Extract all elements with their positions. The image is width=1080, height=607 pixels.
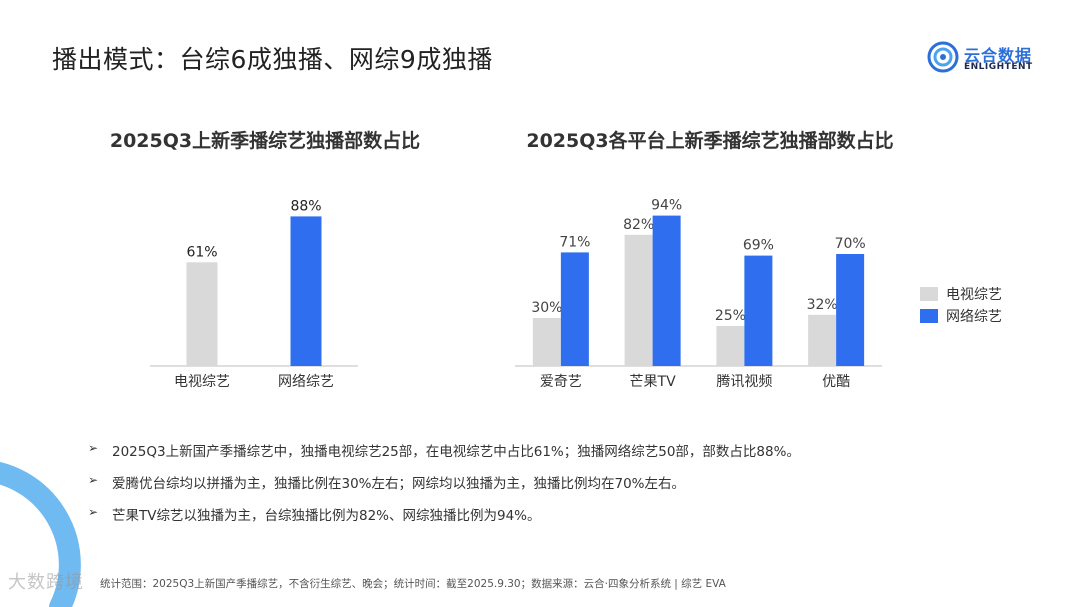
bullet-list: ➢ 2025Q3上新国产季播综艺中，独播电视综艺25部，在电视综艺中占比61%；… xyxy=(88,440,1048,536)
watermark: 大数跨境 xyxy=(8,572,84,593)
brand-logo: 云合数据 ENLIGHTENT xyxy=(926,40,1046,76)
legend-swatch-web xyxy=(920,309,938,323)
legend-item-tv: 电视综艺 xyxy=(920,283,1002,305)
bullet-arrow-icon: ➢ xyxy=(88,441,99,455)
chart-2-bar xyxy=(836,254,865,366)
legend-label-web: 网络综艺 xyxy=(946,309,1002,325)
logo-cn-text: 云合数据 xyxy=(964,46,1033,65)
chart-1-bar xyxy=(186,262,218,366)
bullet-text: 2025Q3上新国产季播综艺中，独播电视综艺25部，在电视综艺中占比61%；独播… xyxy=(112,444,800,460)
bullet-text: 芒果TV综艺以独播为主，台综独播比例为82%、网综独播比例为94%。 xyxy=(112,508,541,524)
chart-2-data-label: 94% xyxy=(651,198,682,214)
legend-item-web: 网络综艺 xyxy=(920,305,1002,327)
chart-2-data-label: 69% xyxy=(743,238,774,254)
bullet-item: ➢ 2025Q3上新国产季播综艺中，独播电视综艺25部，在电视综艺中占比61%；… xyxy=(88,440,1048,472)
chart-2-bar xyxy=(652,215,681,366)
page-title: 播出模式：台综6成独播、网综9成独播 xyxy=(52,45,493,74)
chart-2-legend: 电视综艺 网络综艺 xyxy=(920,283,1002,327)
chart-2-data-label: 32% xyxy=(807,297,838,313)
chart-2-data-label: 30% xyxy=(531,300,562,316)
chart-1-data-label: 61% xyxy=(186,244,217,260)
chart-1-bar xyxy=(290,216,322,366)
chart-2-tick-label: 腾讯视频 xyxy=(716,373,772,390)
bullet-arrow-icon: ➢ xyxy=(88,505,99,519)
chart-1-tick-label: 网络综艺 xyxy=(278,374,334,390)
chart-2-title: 2025Q3各平台上新季播综艺独播部数占比 xyxy=(526,130,894,152)
chart-1-data-label: 88% xyxy=(290,198,321,214)
chart-2-tick-label: 优酷 xyxy=(822,374,850,390)
bullet-item: ➢ 芒果TV综艺以独播为主，台综独播比例为82%、网综独播比例为94%。 xyxy=(88,504,1048,536)
bullet-arrow-icon: ➢ xyxy=(88,473,99,487)
logo-mark-icon xyxy=(927,41,959,73)
chart-2-bar xyxy=(532,318,561,366)
bullet-item: ➢ 爱腾优台综均以拼播为主，独播比例在30%左右；网综均以独播为主，独播比例均在… xyxy=(88,472,1048,504)
chart-2-bar xyxy=(808,314,837,366)
legend-swatch-tv xyxy=(920,287,938,301)
chart-2-tick-label: 芒果TV xyxy=(630,374,677,390)
legend-label-tv: 电视综艺 xyxy=(946,287,1002,303)
chart-2-data-label: 71% xyxy=(559,234,590,250)
logo-en-text: ENLIGHTENT xyxy=(964,62,1033,72)
chart-1-title: 2025Q3上新季播综艺独播部数占比 xyxy=(109,130,421,152)
chart-2-data-label: 25% xyxy=(715,308,746,324)
chart-1-tick-label: 电视综艺 xyxy=(174,374,230,390)
chart-2-bar xyxy=(744,255,773,366)
chart-2-bar xyxy=(560,252,589,366)
chart-2-tick-label: 爱奇艺 xyxy=(540,373,582,390)
chart-2-bar xyxy=(716,326,745,366)
chart-2-data-label: 82% xyxy=(623,217,654,233)
footnote: 统计范围：2025Q3上新国产季播综艺，不含衍生综艺、晚会；统计时间：截至202… xyxy=(100,578,726,590)
chart-2-bar xyxy=(624,234,653,366)
bullet-text: 爱腾优台综均以拼播为主，独播比例在30%左右；网综均以独播为主，独播比例均在70… xyxy=(112,476,686,492)
chart-2-data-label: 70% xyxy=(835,236,866,252)
